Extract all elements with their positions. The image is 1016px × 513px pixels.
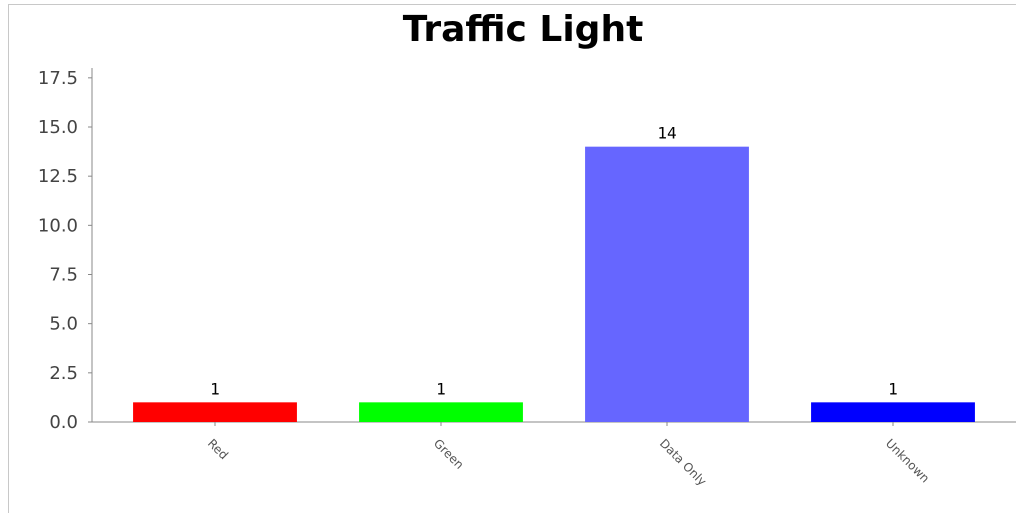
chart-frame: [8, 4, 1016, 513]
y-axis-ticks: 0.0 2.5 5.0 7.5 10.0 12.5 15.0 17.5: [38, 68, 92, 433]
x-tick-label: Data Only: [657, 436, 709, 488]
value-labels: 1 1 14 1: [210, 124, 898, 399]
y-tick-label: 12.5: [38, 166, 78, 187]
bar-data-only: [585, 146, 749, 422]
bars: [133, 146, 975, 422]
x-tick-label: Unknown: [883, 436, 932, 485]
value-label: 14: [657, 124, 676, 143]
x-tick-label: Green: [431, 436, 467, 472]
x-axis-labels: Red Green Data Only Unknown: [205, 422, 932, 489]
y-tick-label: 17.5: [38, 68, 78, 89]
y-tick-label: 15.0: [38, 117, 78, 138]
value-label: 1: [210, 379, 220, 398]
axes: [91, 68, 1016, 423]
bar-unknown: [811, 402, 975, 422]
value-label: 1: [888, 379, 898, 398]
bar-red: [133, 402, 297, 422]
chart-title: Traffic Light: [402, 9, 644, 50]
value-label: 1: [436, 379, 446, 398]
y-tick-label: 5.0: [49, 314, 78, 335]
y-tick-label: 0.0: [49, 412, 78, 433]
bar-green: [359, 402, 523, 422]
y-tick-label: 2.5: [49, 363, 78, 384]
y-tick-label: 7.5: [49, 265, 78, 286]
x-tick-label: Red: [205, 436, 231, 462]
y-tick-label: 10.0: [38, 215, 78, 236]
